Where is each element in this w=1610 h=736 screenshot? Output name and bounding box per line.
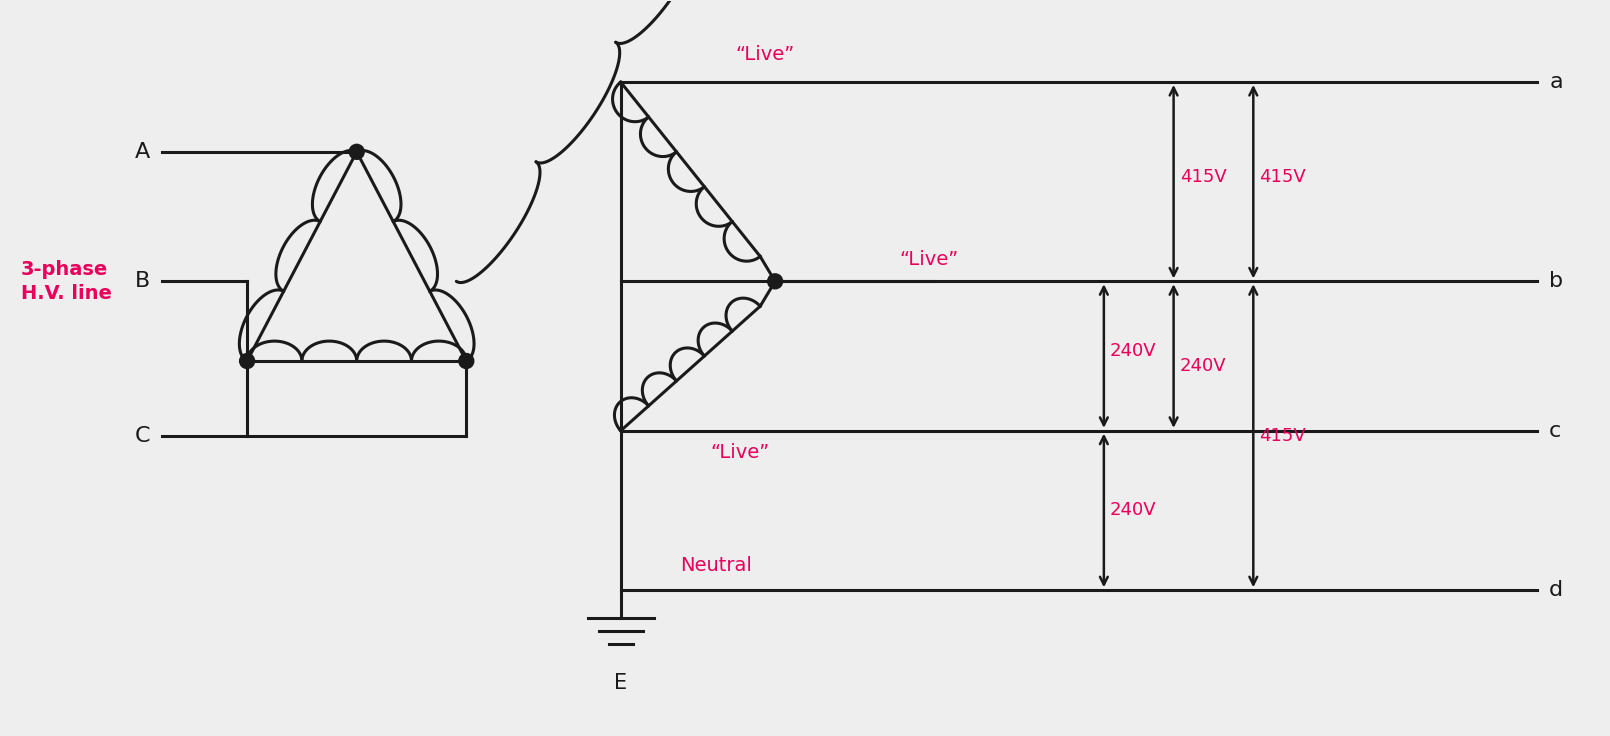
Text: b: b — [1549, 272, 1563, 291]
Text: “Live”: “Live” — [736, 45, 794, 64]
Text: 415V: 415V — [1259, 427, 1306, 445]
Text: C: C — [135, 425, 150, 446]
Text: B: B — [135, 272, 150, 291]
Text: “Live”: “Live” — [710, 443, 770, 461]
Text: 240V: 240V — [1109, 501, 1156, 520]
Text: 3-phase
H.V. line: 3-phase H.V. line — [21, 260, 111, 302]
Circle shape — [768, 274, 782, 289]
Text: “Live”: “Live” — [900, 250, 960, 269]
Text: 240V: 240V — [1180, 357, 1227, 375]
Text: c: c — [1549, 421, 1562, 441]
Text: Neutral: Neutral — [681, 556, 752, 576]
Circle shape — [240, 353, 254, 369]
Text: E: E — [613, 673, 628, 693]
Text: a: a — [1549, 72, 1563, 92]
Circle shape — [459, 353, 473, 369]
Text: A: A — [135, 142, 150, 162]
Text: d: d — [1549, 580, 1563, 600]
Text: 415V: 415V — [1180, 168, 1227, 185]
Text: 415V: 415V — [1259, 168, 1306, 185]
Text: 240V: 240V — [1109, 342, 1156, 360]
Circle shape — [349, 144, 364, 159]
